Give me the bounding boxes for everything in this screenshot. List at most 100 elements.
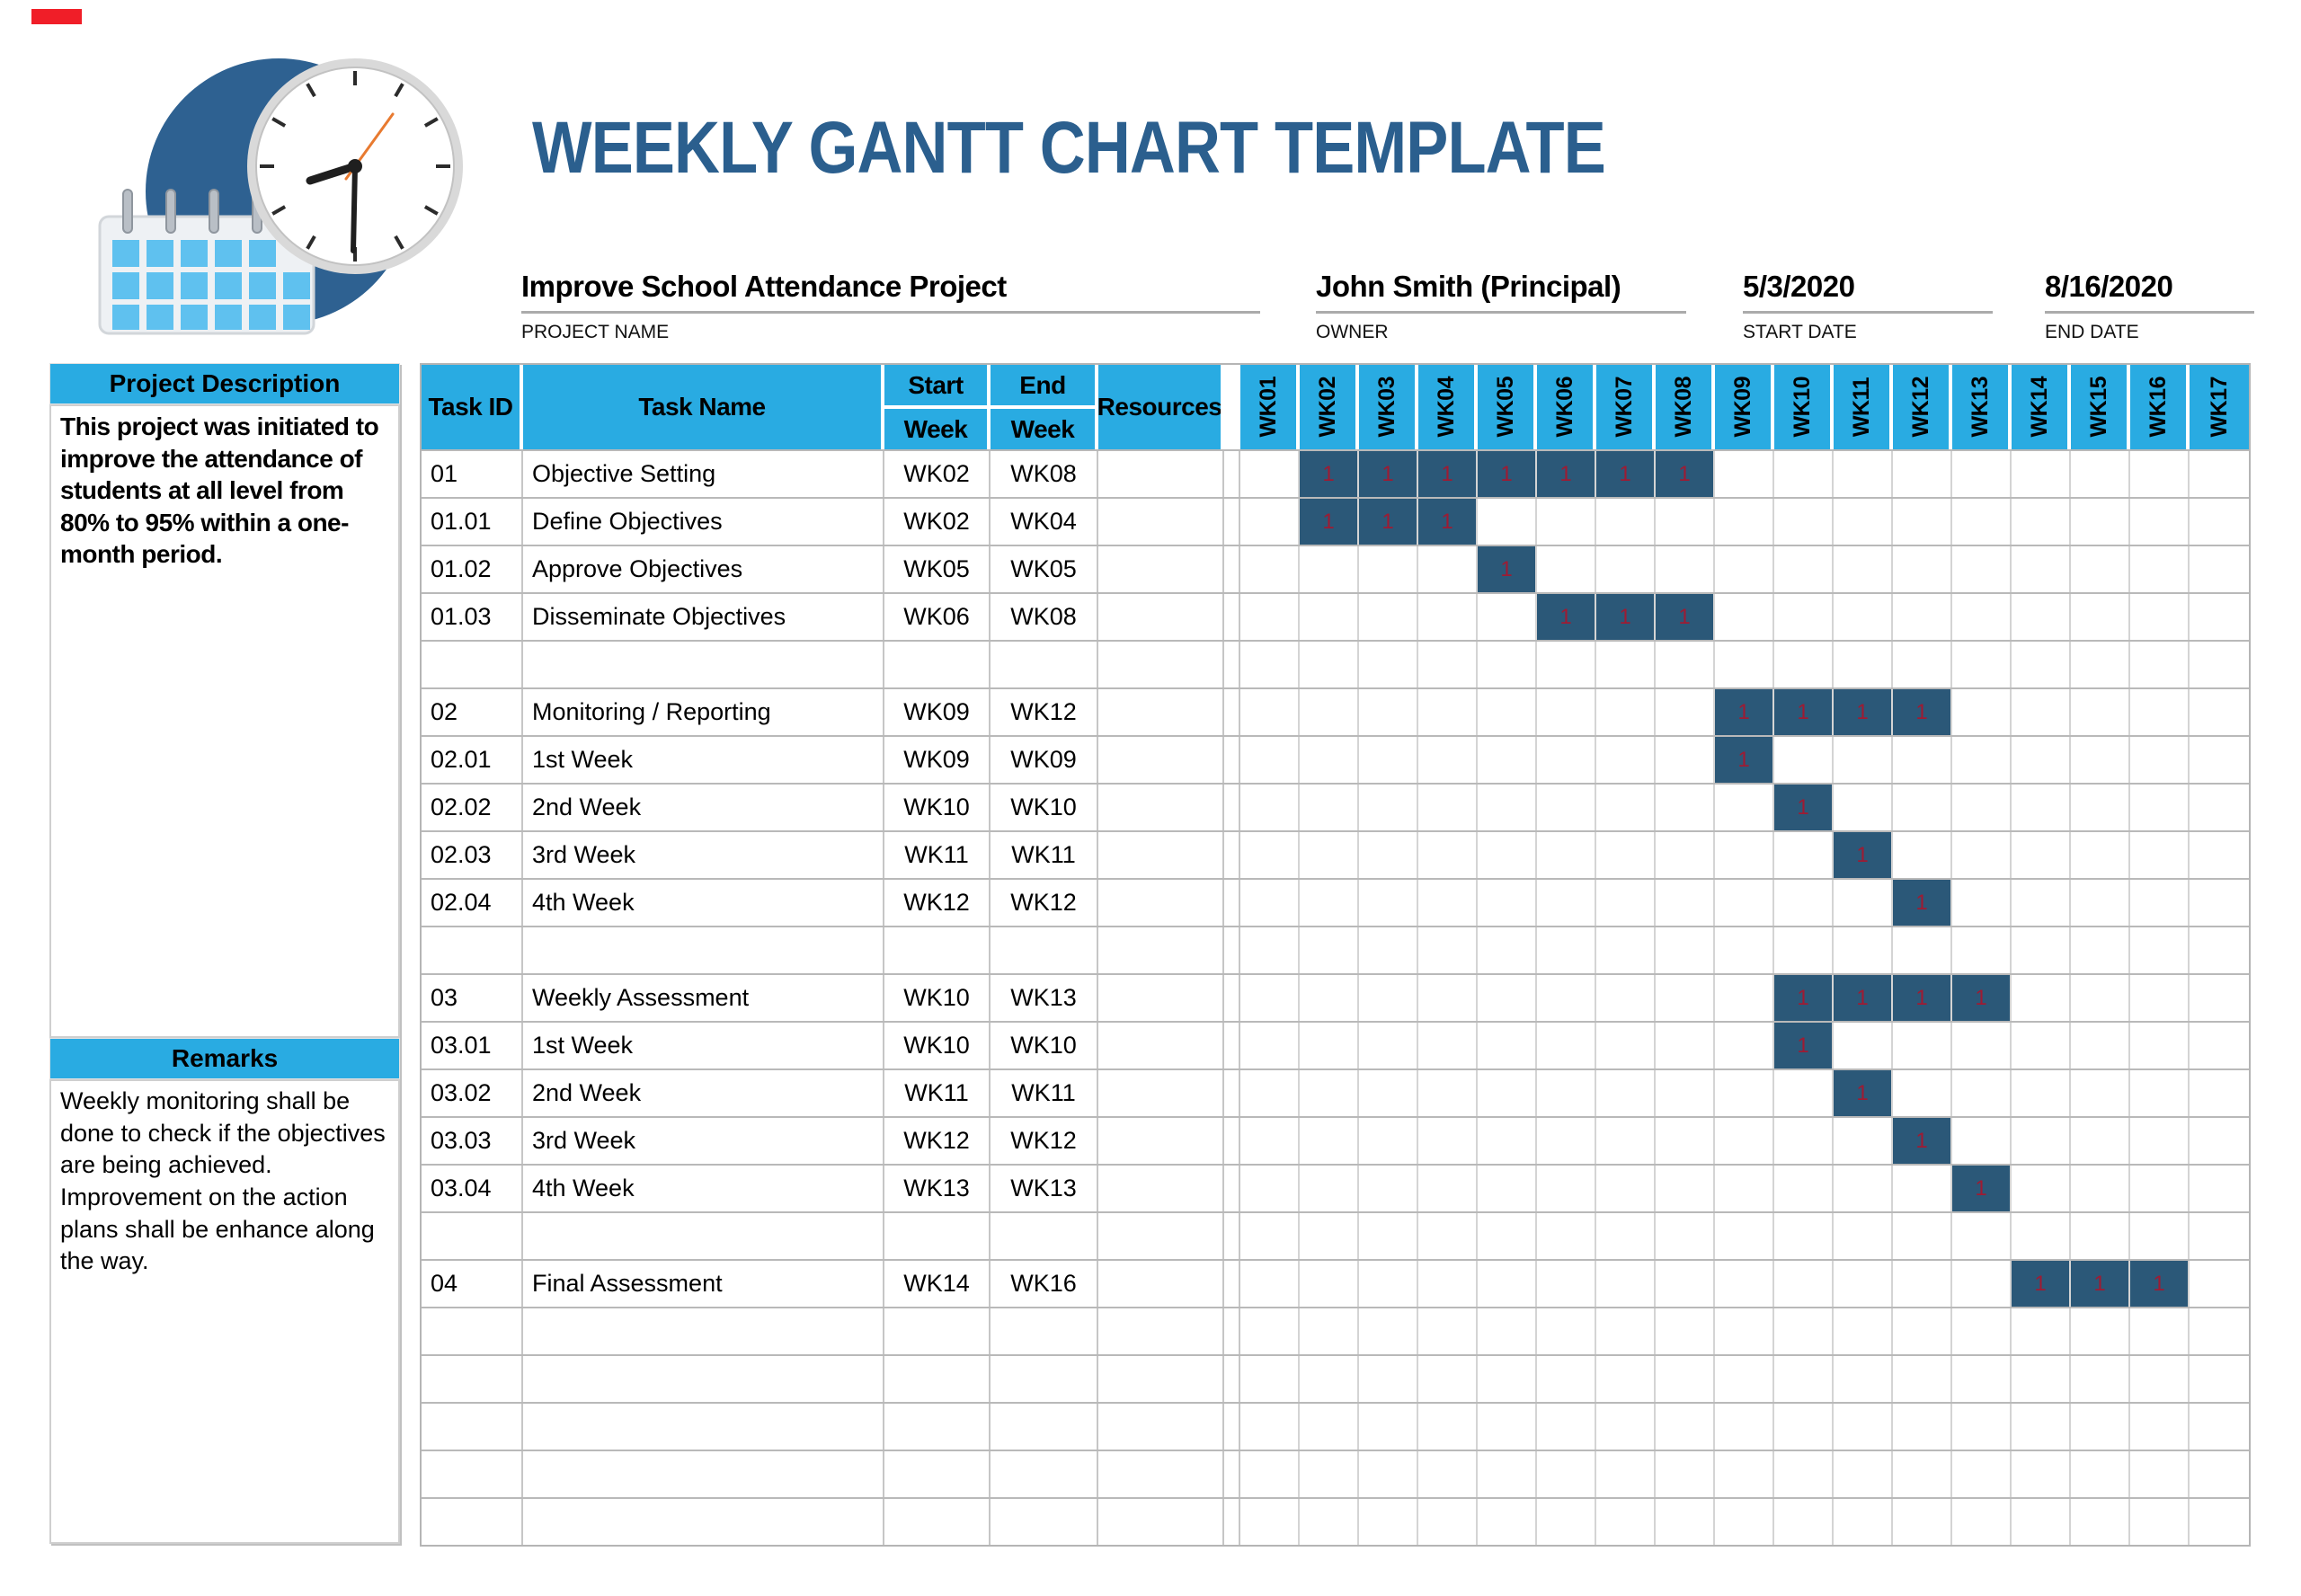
gantt-cell[interactable] bbox=[2190, 880, 2249, 926]
task-name-cell[interactable]: 3rd Week bbox=[523, 1118, 884, 1164]
start-week-cell[interactable]: WK10 bbox=[884, 785, 991, 830]
gantt-cell[interactable] bbox=[1893, 546, 1952, 592]
task-id-cell[interactable]: 02.04 bbox=[422, 880, 523, 926]
gantt-cell[interactable] bbox=[1596, 785, 1656, 830]
gantt-cell[interactable] bbox=[1952, 1023, 2012, 1068]
gantt-cell[interactable] bbox=[1893, 1166, 1952, 1211]
gantt-bar-cell[interactable]: 1 bbox=[1596, 451, 1656, 497]
start-week-cell[interactable]: WK12 bbox=[884, 880, 991, 926]
end-week-cell[interactable]: WK11 bbox=[991, 832, 1098, 878]
gantt-cell[interactable] bbox=[2071, 737, 2130, 783]
gantt-cell[interactable] bbox=[1596, 642, 1656, 687]
gantt-bar-cell[interactable]: 1 bbox=[1359, 499, 1418, 545]
gantt-cell[interactable] bbox=[1300, 1166, 1359, 1211]
task-name-cell[interactable] bbox=[523, 1356, 884, 1402]
gantt-bar-cell[interactable]: 1 bbox=[1893, 1118, 1952, 1164]
gantt-cell[interactable] bbox=[1478, 1308, 1537, 1354]
end-week-cell[interactable]: WK16 bbox=[991, 1261, 1098, 1307]
gantt-cell[interactable] bbox=[2012, 642, 2071, 687]
gantt-cell[interactable] bbox=[1715, 1213, 1774, 1259]
resources-cell[interactable] bbox=[1098, 642, 1224, 687]
gantt-bar-cell[interactable]: 1 bbox=[1656, 451, 1715, 497]
resources-cell[interactable] bbox=[1098, 546, 1224, 592]
gantt-cell[interactable] bbox=[1893, 642, 1952, 687]
resources-cell[interactable] bbox=[1098, 1261, 1224, 1307]
gantt-cell[interactable] bbox=[1537, 1118, 1596, 1164]
start-week-cell[interactable] bbox=[884, 1356, 991, 1402]
gantt-cell[interactable] bbox=[1418, 1261, 1478, 1307]
resources-cell[interactable] bbox=[1098, 1023, 1224, 1068]
gantt-cell[interactable] bbox=[1240, 594, 1300, 640]
resources-cell[interactable] bbox=[1098, 880, 1224, 926]
spacer-cell[interactable] bbox=[1224, 927, 1240, 973]
end-week-cell[interactable]: WK05 bbox=[991, 546, 1098, 592]
gantt-cell[interactable] bbox=[1715, 1261, 1774, 1307]
task-id-cell[interactable]: 03.03 bbox=[422, 1118, 523, 1164]
gantt-cell[interactable] bbox=[1418, 1451, 1478, 1497]
gantt-cell[interactable] bbox=[1596, 1070, 1656, 1116]
gantt-cell[interactable] bbox=[1537, 1261, 1596, 1307]
gantt-cell[interactable] bbox=[1300, 927, 1359, 973]
gantt-cell[interactable] bbox=[1240, 499, 1300, 545]
gantt-cell[interactable] bbox=[1596, 1166, 1656, 1211]
task-name-cell[interactable]: 1st Week bbox=[523, 737, 884, 783]
gantt-bar-cell[interactable]: 1 bbox=[1834, 975, 1893, 1021]
task-id-cell[interactable] bbox=[422, 1499, 523, 1545]
gantt-cell[interactable] bbox=[1240, 546, 1300, 592]
resources-cell[interactable] bbox=[1098, 785, 1224, 830]
gantt-cell[interactable] bbox=[2190, 594, 2249, 640]
gantt-cell[interactable] bbox=[1774, 546, 1834, 592]
gantt-cell[interactable] bbox=[1952, 1404, 2012, 1450]
gantt-cell[interactable] bbox=[2071, 1356, 2130, 1402]
spacer-cell[interactable] bbox=[1224, 737, 1240, 783]
gantt-cell[interactable] bbox=[2130, 737, 2190, 783]
gantt-cell[interactable] bbox=[1656, 737, 1715, 783]
gantt-cell[interactable] bbox=[1952, 689, 2012, 735]
gantt-cell[interactable] bbox=[1240, 927, 1300, 973]
end-week-cell[interactable]: WK08 bbox=[991, 451, 1098, 497]
gantt-cell[interactable] bbox=[1537, 880, 1596, 926]
gantt-cell[interactable] bbox=[1478, 1356, 1537, 1402]
resources-cell[interactable] bbox=[1098, 1166, 1224, 1211]
gantt-cell[interactable] bbox=[1359, 642, 1418, 687]
gantt-cell[interactable] bbox=[1359, 1308, 1418, 1354]
gantt-cell[interactable] bbox=[2190, 832, 2249, 878]
gantt-cell[interactable] bbox=[2071, 1404, 2130, 1450]
gantt-cell[interactable] bbox=[2012, 1023, 2071, 1068]
gantt-cell[interactable] bbox=[1952, 927, 2012, 973]
end-week-cell[interactable] bbox=[991, 1356, 1098, 1402]
gantt-cell[interactable] bbox=[1656, 642, 1715, 687]
gantt-cell[interactable] bbox=[1359, 1213, 1418, 1259]
gantt-cell[interactable] bbox=[1834, 1308, 1893, 1354]
resources-cell[interactable] bbox=[1098, 1404, 1224, 1450]
gantt-cell[interactable] bbox=[1715, 451, 1774, 497]
gantt-cell[interactable] bbox=[1834, 927, 1893, 973]
end-week-cell[interactable]: WK12 bbox=[991, 880, 1098, 926]
task-name-cell[interactable] bbox=[523, 927, 884, 973]
gantt-cell[interactable] bbox=[1359, 1118, 1418, 1164]
gantt-cell[interactable] bbox=[1240, 1213, 1300, 1259]
gantt-cell[interactable] bbox=[2071, 1308, 2130, 1354]
end-week-cell[interactable] bbox=[991, 1404, 1098, 1450]
gantt-cell[interactable] bbox=[1834, 1118, 1893, 1164]
gantt-cell[interactable] bbox=[1240, 1023, 1300, 1068]
gantt-cell[interactable] bbox=[1715, 1404, 1774, 1450]
gantt-bar-cell[interactable]: 1 bbox=[1537, 451, 1596, 497]
gantt-cell[interactable] bbox=[1300, 1118, 1359, 1164]
task-id-cell[interactable] bbox=[422, 1451, 523, 1497]
gantt-cell[interactable] bbox=[1478, 1499, 1537, 1545]
gantt-cell[interactable] bbox=[1478, 689, 1537, 735]
gantt-cell[interactable] bbox=[1537, 832, 1596, 878]
start-week-cell[interactable] bbox=[884, 1213, 991, 1259]
end-week-cell[interactable] bbox=[991, 927, 1098, 973]
task-id-cell[interactable] bbox=[422, 1356, 523, 1402]
spacer-cell[interactable] bbox=[1224, 451, 1240, 497]
gantt-cell[interactable] bbox=[1478, 1261, 1537, 1307]
gantt-cell[interactable] bbox=[2071, 880, 2130, 926]
gantt-cell[interactable] bbox=[1774, 927, 1834, 973]
gantt-cell[interactable] bbox=[1478, 594, 1537, 640]
gantt-cell[interactable] bbox=[2130, 1070, 2190, 1116]
gantt-cell[interactable] bbox=[1656, 975, 1715, 1021]
gantt-cell[interactable] bbox=[1774, 1404, 1834, 1450]
gantt-cell[interactable] bbox=[1774, 594, 1834, 640]
